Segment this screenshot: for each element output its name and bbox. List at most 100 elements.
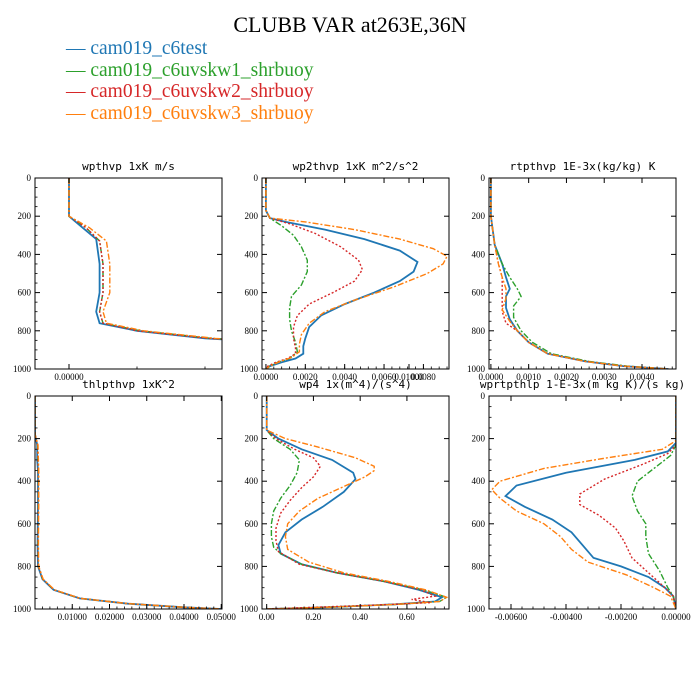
y-tick-label: 400 bbox=[472, 476, 486, 486]
series-line-3 bbox=[266, 396, 438, 609]
series-line-3 bbox=[265, 178, 364, 369]
y-tick-label: 1000 bbox=[240, 604, 259, 614]
y-tick-label: 800 bbox=[18, 561, 32, 571]
series-line-3 bbox=[35, 396, 222, 609]
y-tick-label: 600 bbox=[18, 288, 32, 298]
series-line-3 bbox=[68, 178, 222, 340]
panel-title: thlpthvp 1xK^2 bbox=[82, 378, 175, 391]
plot-frame bbox=[488, 177, 677, 370]
x-tick-label: 0.05000 bbox=[207, 612, 237, 622]
x-tick-label: 0.40 bbox=[352, 612, 368, 622]
series-line-4 bbox=[68, 178, 222, 340]
series-line-2 bbox=[631, 396, 676, 609]
series-line-1 bbox=[68, 178, 222, 341]
y-tick-label: 600 bbox=[245, 519, 259, 529]
legend-item-c6test: — cam019_c6test bbox=[66, 38, 208, 59]
plot-frame bbox=[261, 177, 450, 370]
y-tick-label: 400 bbox=[18, 249, 32, 259]
y-tick-label: 200 bbox=[18, 434, 32, 444]
y-tick-label: 800 bbox=[245, 561, 259, 571]
y-tick-label: 1000 bbox=[13, 604, 32, 614]
x-tick-label: 0.04000 bbox=[169, 612, 199, 622]
x-tick-label: 0.0030 bbox=[592, 372, 617, 382]
series-line-1 bbox=[265, 396, 445, 609]
x-tick-label: -0.00600 bbox=[495, 612, 528, 622]
y-tick-label: 0 bbox=[254, 173, 259, 183]
series-line-4 bbox=[490, 178, 669, 369]
x-tick-label: 0.0040 bbox=[332, 372, 357, 382]
y-tick-label: 600 bbox=[472, 288, 486, 298]
x-tick-label: 0.01000 bbox=[394, 372, 424, 382]
y-tick-label: 800 bbox=[472, 561, 486, 571]
y-tick-label: 600 bbox=[18, 519, 32, 529]
figure-title: CLUBB VAR at263E,36N bbox=[233, 12, 467, 37]
series-line-4 bbox=[490, 396, 676, 609]
x-tick-label: 0.0040 bbox=[630, 372, 655, 382]
y-tick-label: 800 bbox=[472, 326, 486, 336]
x-tick-label: 0.01000 bbox=[58, 612, 88, 622]
y-tick-label: 0 bbox=[481, 391, 486, 401]
series-line-2 bbox=[35, 396, 222, 609]
legend-item-c6uvskw1: — cam019_c6uvskw1_shrbuoy bbox=[66, 59, 314, 81]
y-tick-label: 800 bbox=[245, 326, 259, 336]
series-line-2 bbox=[68, 178, 222, 340]
x-tick-label: 0.02000 bbox=[95, 612, 125, 622]
plot-frame bbox=[34, 395, 223, 610]
x-tick-label: 0.0000 bbox=[479, 372, 504, 382]
x-tick-label: 0.60 bbox=[399, 612, 415, 622]
x-tick-label: 0.00 bbox=[259, 612, 275, 622]
panel-3: rtpthvp 1E-3x(kg/kg) K020040060080010000… bbox=[467, 160, 677, 382]
plot-frame bbox=[34, 177, 223, 370]
panel-title: rtpthvp 1E-3x(kg/kg) K bbox=[510, 160, 656, 173]
y-tick-label: 200 bbox=[245, 434, 259, 444]
x-tick-label: 0.0020 bbox=[554, 372, 579, 382]
x-tick-label: -0.00400 bbox=[550, 612, 583, 622]
y-tick-label: 400 bbox=[18, 476, 32, 486]
x-tick-label: 0.0060 bbox=[372, 372, 397, 382]
panel-4: thlpthvp 1xK^2 0 200 400 600 800 1000 0.01000 0.… bbox=[13, 378, 236, 622]
x-tick-label: 0.0020 bbox=[293, 372, 318, 382]
y-tick-label: 200 bbox=[18, 211, 32, 221]
panel-title: wp4 1x(m^4)/(s^4) bbox=[299, 378, 412, 391]
series-line-3 bbox=[579, 396, 676, 609]
panel-title: wprtpthlp 1-E-3x(m kg K)/(s kg) bbox=[480, 378, 685, 391]
x-tick-label: 0.03000 bbox=[132, 612, 162, 622]
series-line-3 bbox=[490, 178, 669, 369]
series-line-4 bbox=[265, 178, 448, 369]
x-tick-label: 0.0010 bbox=[516, 372, 541, 382]
x-tick-label: 0.20 bbox=[306, 612, 322, 622]
x-tick-label: 0.0000 bbox=[254, 372, 279, 382]
y-tick-label: 0 bbox=[27, 391, 32, 401]
y-tick-label: 0 bbox=[27, 173, 32, 183]
series-line-1 bbox=[503, 396, 676, 609]
y-tick-label: 600 bbox=[245, 288, 259, 298]
series-line-2 bbox=[490, 178, 669, 369]
series-line-4 bbox=[35, 396, 222, 609]
x-tick-label: 0.00000 bbox=[54, 372, 84, 382]
y-tick-label: 0 bbox=[481, 173, 486, 183]
y-tick-label: 0 bbox=[254, 391, 259, 401]
y-tick-label: 1000 bbox=[240, 364, 259, 374]
x-tick-label: 0.0080 bbox=[411, 372, 436, 382]
y-tick-label: 200 bbox=[245, 211, 259, 221]
y-tick-label: 1000 bbox=[467, 364, 486, 374]
series-line-1 bbox=[35, 396, 222, 609]
series-line-1 bbox=[265, 178, 419, 369]
series-line-4 bbox=[266, 396, 449, 609]
legend-item-c6uvskw2: — cam019_c6uvskw2_shrbuoy bbox=[66, 81, 314, 102]
series-line-1 bbox=[490, 178, 669, 369]
y-tick-label: 200 bbox=[472, 211, 486, 221]
legend: — cam019_c6test — cam019_c6uvskw1_shrbuo… bbox=[66, 38, 314, 124]
legend-item-c6uvskw3: — cam019_c6uvskw3_shrbuoy bbox=[66, 102, 314, 124]
y-tick-label: 400 bbox=[245, 249, 259, 259]
panel-title: wp2thvp 1xK m^2/s^2 bbox=[293, 160, 419, 173]
y-tick-label: 800 bbox=[18, 326, 32, 336]
panel-2: wp2thvp 1xK m^2/s^2020040060080010000.00… bbox=[240, 160, 450, 382]
panel-6: wprtpthlp 1-E-3x(m kg K)/(s kg)0 200 400 60… bbox=[467, 378, 691, 622]
y-tick-label: 600 bbox=[472, 519, 486, 529]
y-tick-label: 1000 bbox=[467, 604, 486, 614]
series-line-2 bbox=[265, 178, 308, 369]
